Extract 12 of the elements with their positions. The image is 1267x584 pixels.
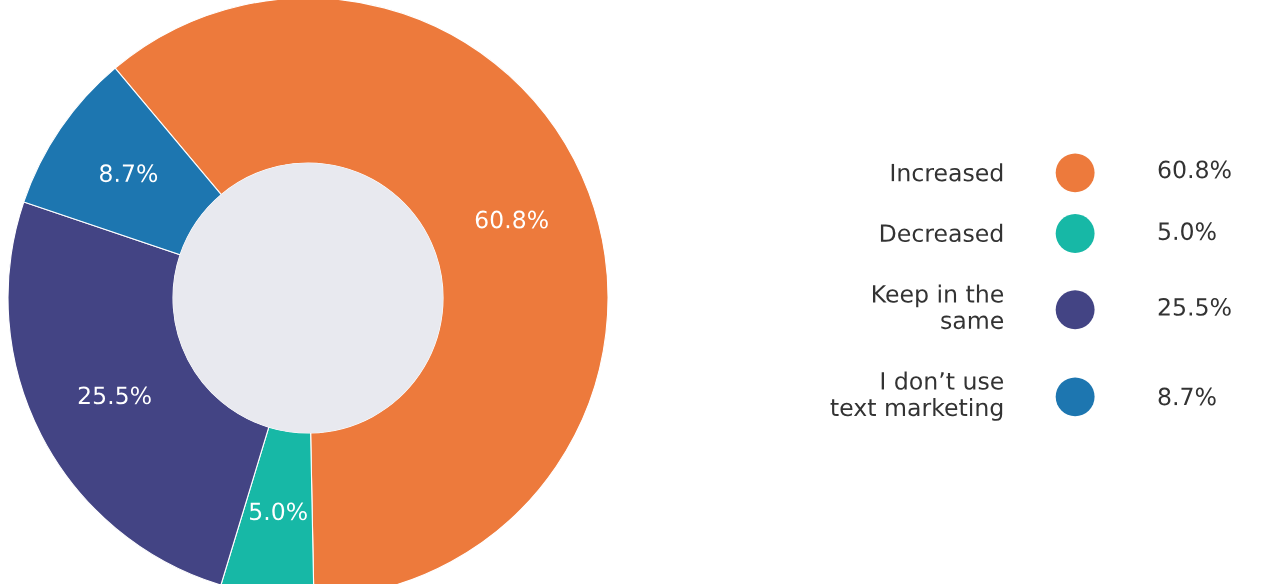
text: 60.8%	[1158, 160, 1231, 179]
data-label: 8.7%	[100, 164, 158, 183]
legend-label: Keep in the same	[872, 284, 1004, 330]
data-label: 5.0%	[250, 502, 307, 521]
legend-label: Increased	[891, 163, 1003, 182]
legend-label: I don’t use text marketing	[830, 371, 1004, 421]
text: 8.7%	[1158, 387, 1216, 406]
data-label: 60.8%	[475, 210, 548, 229]
legend-label: Decreased	[880, 223, 1003, 243]
data-label: 25.5%	[78, 386, 151, 405]
text: 5.0%	[1158, 222, 1216, 241]
text: 25.5%	[1158, 297, 1231, 316]
